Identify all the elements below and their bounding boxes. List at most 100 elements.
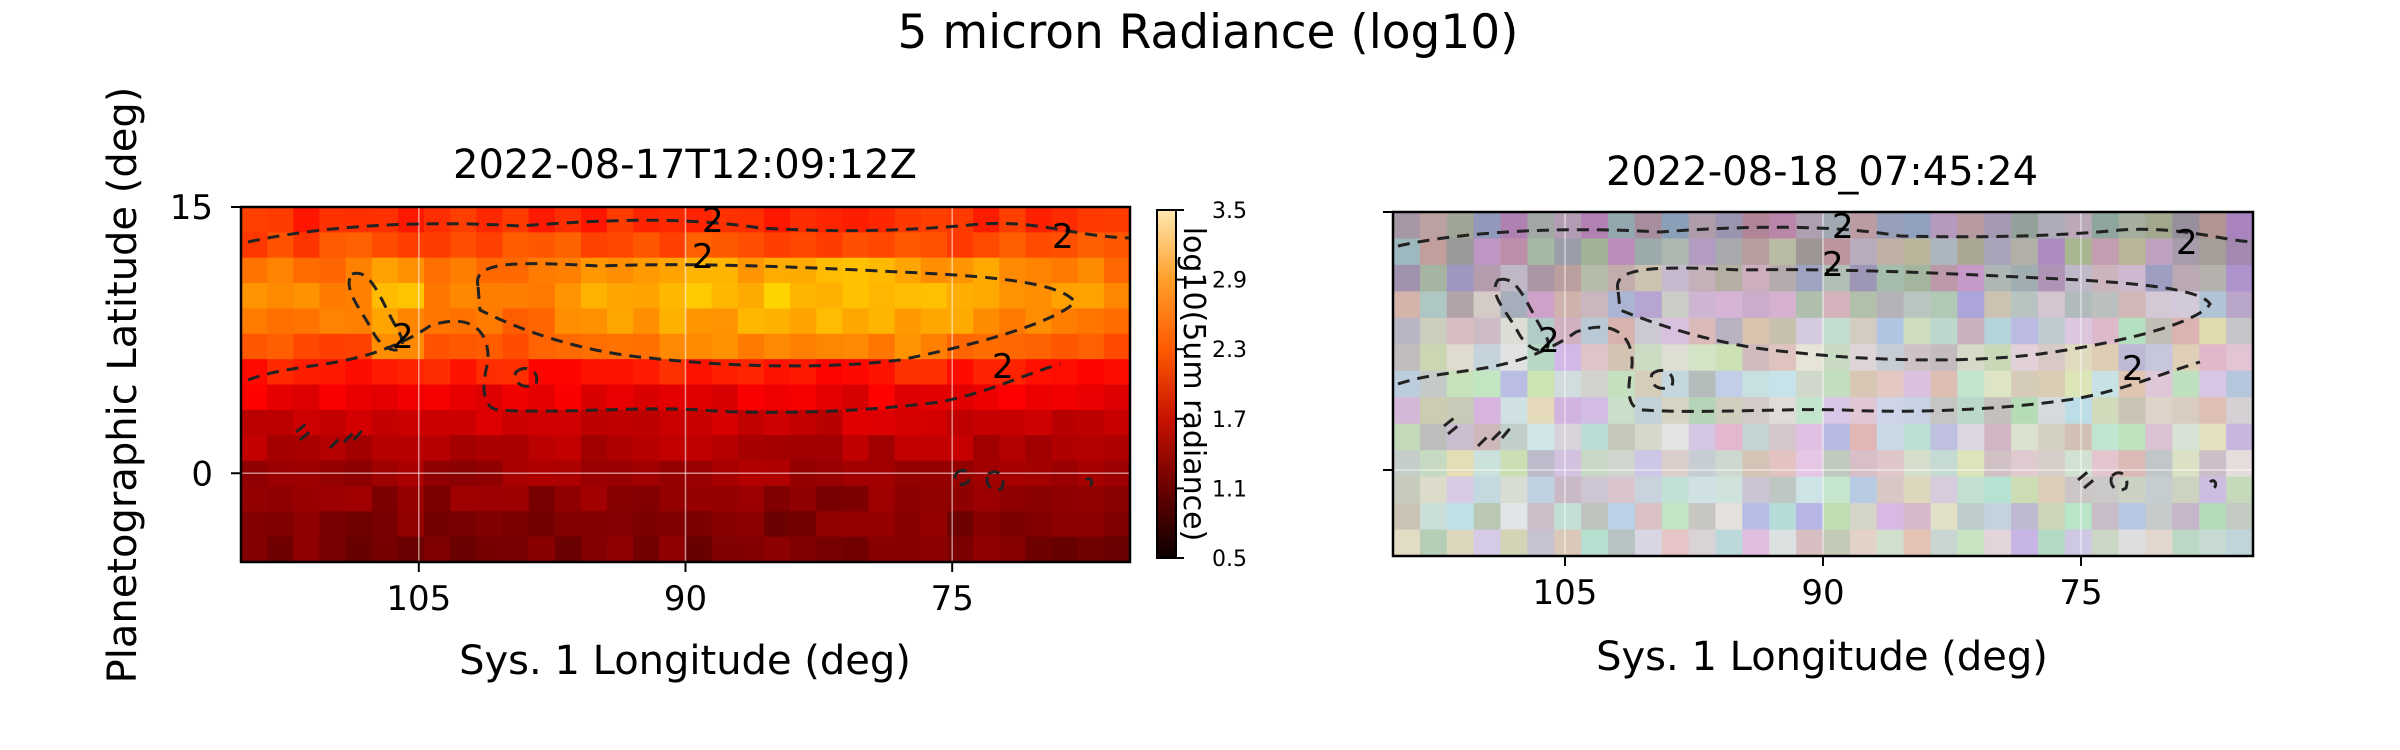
heatmap-cell [685,384,713,411]
heatmap-cell [894,359,922,386]
image-pixel [1742,238,1770,266]
image-pixel [1500,423,1528,451]
heatmap-cell [633,232,660,259]
heatmap-cell [868,435,896,462]
heatmap-cell [345,359,373,386]
image-pixel [1769,238,1797,266]
heatmap-cell [241,409,268,436]
image-pixel [1554,503,1582,531]
heatmap-cell [633,283,660,310]
colorbar-label: log10(5um radiance) [1176,227,1211,542]
image-pixel [1446,291,1475,319]
image-pixel [2172,503,2200,531]
heatmap-cell [371,384,399,411]
image-pixel [1742,450,1770,478]
heatmap-cell [397,257,425,284]
image-pixel [2226,291,2253,319]
heatmap-cell [633,384,660,411]
heatmap-cell [424,232,451,259]
image-pixel [2199,264,2227,292]
image-pixel [1554,370,1582,398]
heatmap-cell [920,435,948,462]
image-pixel [1419,529,1448,556]
heatmap-cell [1103,536,1130,562]
heatmap-cell [1077,257,1105,284]
right-panel-title: 2022-08-18_07:45:24 [1606,149,2038,195]
y-tick-label: 0 [191,454,213,494]
image-pixel [2226,503,2253,531]
heatmap-cell [1103,207,1130,233]
image-pixel [1634,238,1663,266]
heatmap-cell [842,308,870,335]
image-pixel [1393,344,1421,372]
heatmap-cell [920,333,948,360]
heatmap-cell [894,232,922,259]
left-y-ticks: 15 0 [170,188,241,494]
heatmap-cell [659,384,687,411]
heatmap-cell [241,384,268,411]
heatmap-cell [450,435,477,462]
heatmap-cell [1103,308,1130,335]
x-tick-label: 75 [2059,573,2102,613]
heatmap-cell [1025,409,1053,436]
image-pixel [1876,370,1905,398]
heatmap-cell [319,232,347,259]
image-pixel [1608,370,1636,398]
colorbar-tick-label: 2.9 [1212,269,1247,294]
contour-label: 2 [392,317,414,357]
image-pixel [1446,264,1475,292]
heatmap-cell [633,308,660,335]
image-pixel [1742,317,1770,345]
heatmap-cell [659,536,687,562]
heatmap-cell [920,384,948,411]
image-pixel [2118,317,2147,345]
heatmap-cell [450,283,477,310]
heatmap-cell [946,207,974,233]
image-pixel [1903,370,1932,398]
image-pixel [1419,344,1448,372]
image-pixel [2118,370,2147,398]
heatmap-cell [816,333,843,360]
heatmap-cell [580,384,608,411]
image-pixel [1661,212,1690,240]
heatmap-cell [659,409,687,436]
image-pixel [1473,529,1502,556]
heatmap-cell [763,308,791,335]
heatmap-cell [973,283,1000,310]
heatmap-cell [973,207,1000,233]
image-pixel [1393,238,1421,266]
heatmap-cell [450,536,477,562]
image-pixel [1796,238,1824,266]
image-pixel [1957,476,1985,504]
image-pixel [1446,450,1475,478]
image-pixel [1500,450,1528,478]
heatmap-cell [397,308,425,335]
heatmap-cell [737,257,765,284]
heatmap-cell [1077,485,1105,512]
heatmap-cell [763,511,791,538]
image-pixel [1957,503,1985,531]
heatmap-cell [450,257,477,284]
heatmap-cell [371,485,399,512]
image-pixel [1957,450,1985,478]
heatmap-cell [267,536,294,562]
heatmap-cell [999,283,1027,310]
heatmap-cell [737,435,765,462]
heatmap-cell [397,384,425,411]
heatmap-cell [580,333,608,360]
image-pixel [1554,264,1582,292]
image-pixel [2091,291,2120,319]
heatmap-cell [1103,485,1130,512]
heatmap-cell [685,536,713,562]
heatmap-cell [816,207,843,233]
heatmap-cell [607,511,634,538]
heatmap-cell [973,511,1000,538]
image-pixel [1581,503,1609,531]
heatmap-cell [241,536,268,562]
image-pixel [2226,344,2253,372]
colorbar-tick-label: 0.5 [1212,547,1247,572]
image-pixel [1715,370,1743,398]
heatmap-cell [502,232,530,259]
heatmap-cell [685,308,713,335]
heatmap-cell [293,308,321,335]
